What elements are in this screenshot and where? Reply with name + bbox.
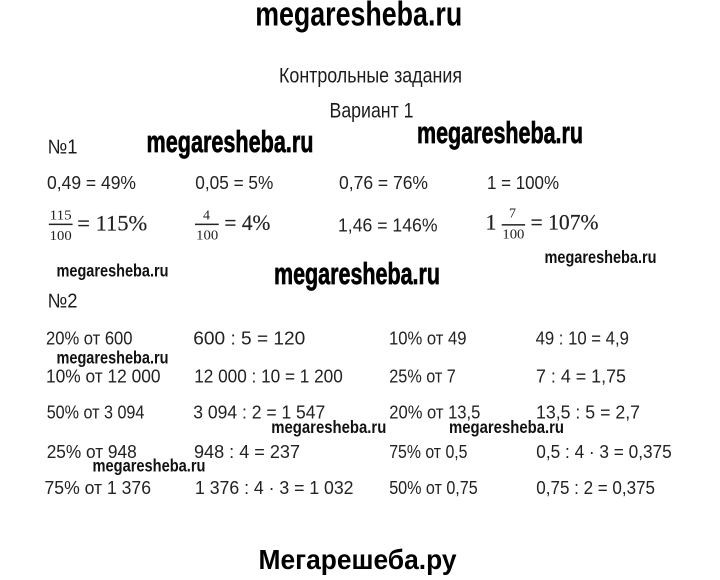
svg-text:megaresheba.ru: megaresheba.ru — [255, 0, 462, 34]
svg-text:100: 100 — [196, 228, 218, 243]
svg-text:12 000 : 10 = 1 200: 12 000 : 10 = 1 200 — [194, 365, 343, 386]
svg-text:10% от 12 000: 10% от 12 000 — [46, 365, 161, 386]
svg-text:75% от 1 376: 75% от 1 376 — [45, 477, 152, 498]
svg-text:= 4%: = 4% — [224, 210, 270, 235]
svg-text:0,76 = 76%: 0,76 = 76% — [339, 172, 428, 193]
svg-text:1 376 : 4 · 3 = 1 032: 1 376 : 4 · 3 = 1 032 — [195, 477, 354, 498]
svg-text:megaresheba.ru: megaresheba.ru — [57, 260, 169, 280]
svg-text:600 : 5 = 120: 600 : 5 = 120 — [193, 328, 305, 349]
svg-text:25% от 7: 25% от 7 — [389, 365, 456, 386]
svg-text:= 107%: = 107% — [531, 209, 599, 234]
svg-text:megaresheba.ru: megaresheba.ru — [449, 417, 564, 437]
svg-text:1 = 100%: 1 = 100% — [487, 172, 559, 193]
svg-text:№1: №1 — [48, 137, 78, 159]
svg-text:20% от 600: 20% от 600 — [46, 328, 133, 349]
svg-text:0,5 : 4 · 3 = 0,375: 0,5 : 4 · 3 = 0,375 — [536, 441, 671, 462]
svg-text:megaresheba.ru: megaresheba.ru — [271, 417, 386, 437]
svg-text:1: 1 — [486, 209, 497, 234]
svg-text:948 : 4 = 237: 948 : 4 = 237 — [194, 441, 300, 462]
svg-text:4: 4 — [203, 208, 210, 223]
svg-text:1,46 = 146%: 1,46 = 146% — [338, 215, 438, 236]
svg-text:13,5 : 5 = 2,7: 13,5 : 5 = 2,7 — [536, 402, 640, 423]
svg-text:7 : 4 = 1,75: 7 : 4 = 1,75 — [536, 365, 626, 386]
svg-text:Вариант 1: Вариант 1 — [330, 99, 414, 123]
svg-text:megaresheba.ru: megaresheba.ru — [147, 124, 314, 159]
svg-text:0,49 = 49%: 0,49 = 49% — [47, 172, 136, 193]
svg-text:megaresheba.ru: megaresheba.ru — [274, 256, 440, 291]
svg-text:Контрольные задания: Контрольные задания — [279, 64, 462, 88]
svg-text:50% от 0,75: 50% от 0,75 — [389, 477, 478, 498]
svg-text:megaresheba.ru: megaresheba.ru — [57, 348, 169, 368]
svg-text:megaresheba.ru: megaresheba.ru — [417, 115, 583, 150]
svg-text:25% от 948: 25% от 948 — [47, 441, 137, 462]
svg-text:3 094 : 2 = 1 547: 3 094 : 2 = 1 547 — [193, 402, 325, 423]
svg-text:0,05 = 5%: 0,05 = 5% — [195, 172, 273, 193]
svg-text:0,75 : 2 = 0,375: 0,75 : 2 = 0,375 — [536, 477, 655, 498]
svg-text:7: 7 — [509, 207, 516, 222]
svg-text:115: 115 — [50, 208, 72, 223]
svg-text:= 115%: = 115% — [77, 210, 147, 235]
svg-text:49 : 10 = 4,9: 49 : 10 = 4,9 — [536, 328, 629, 349]
svg-text:75% от 0,5: 75% от 0,5 — [389, 441, 467, 462]
svg-text:100: 100 — [50, 229, 72, 244]
svg-text:100: 100 — [502, 227, 524, 242]
svg-text:№2: №2 — [48, 291, 78, 313]
svg-text:megaresheba.ru: megaresheba.ru — [545, 247, 657, 267]
svg-text:20% от 13,5: 20% от 13,5 — [389, 402, 480, 423]
svg-text:50% от 3 094: 50% от 3 094 — [47, 402, 145, 423]
svg-text:10% от 49: 10% от 49 — [389, 328, 467, 349]
svg-text:Мегарешеба.ру: Мегарешеба.ру — [259, 544, 457, 575]
svg-text:megaresheba.ru: megaresheba.ru — [93, 456, 206, 476]
